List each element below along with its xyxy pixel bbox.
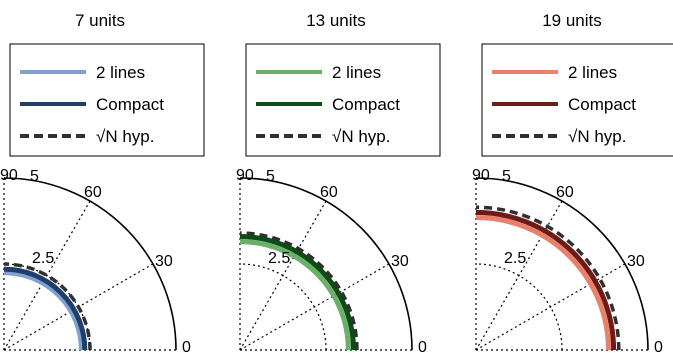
series-arc (3, 266, 88, 351)
grid-ray (239, 200, 327, 351)
panel-2: 13 units 2 lines Compact √N hyp. 0 30 60 90 2.5 5 (236, 11, 441, 356)
theta-tick-label: 90 (0, 167, 18, 184)
theta-tick-label: 60 (556, 184, 574, 201)
legend-label: Compact (568, 95, 636, 114)
series-arc (475, 209, 617, 351)
series-arc (3, 270, 84, 351)
grid-circle (475, 263, 563, 351)
panel-title: 19 units (542, 11, 602, 30)
legend-label: Compact (332, 95, 400, 114)
legend-label: √N hyp. (96, 127, 154, 146)
series-arc (239, 239, 351, 351)
theta-tick-label: 0 (654, 339, 663, 356)
theta-tick-label: 0 (418, 339, 427, 356)
legend-label: 2 lines (96, 63, 145, 82)
theta-tick-label: 30 (155, 253, 173, 270)
r-tick-label: 5 (30, 168, 39, 185)
theta-tick-label: 60 (320, 184, 338, 201)
legend-label: 2 lines (568, 63, 617, 82)
grid-ray (475, 263, 626, 351)
r-tick-label: 2.5 (32, 250, 54, 267)
legend: 2 lines Compact √N hyp. (9, 43, 205, 157)
panel-3: 19 units 2 lines Compact √N hyp. 0 30 60 90 2.5 5 (472, 11, 673, 356)
legend: 2 lines Compact √N hyp. (245, 43, 441, 157)
r-tick-label: 5 (266, 168, 275, 185)
r-tick-label: 2.5 (504, 250, 526, 267)
outer-arc (3, 177, 177, 351)
series-arc (239, 231, 359, 351)
series-arc (239, 233, 357, 351)
grid-ray (3, 200, 91, 351)
polar-plot: 0 30 60 90 2.5 5 (236, 167, 427, 356)
series-arc (3, 262, 92, 351)
theta-tick-label: 30 (391, 253, 409, 270)
theta-tick-label: 60 (84, 184, 102, 201)
panel-title: 7 units (75, 11, 125, 30)
legend-label: Compact (96, 95, 164, 114)
theta-tick-label: 90 (472, 167, 490, 184)
legend-label: √N hyp. (332, 127, 390, 146)
theta-tick-label: 30 (627, 253, 645, 270)
theta-tick-label: 90 (236, 167, 254, 184)
series-arc (475, 215, 611, 351)
grid-circle (239, 263, 327, 351)
polar-plot: 0 30 60 90 2.5 5 (472, 167, 663, 356)
legend-label: √N hyp. (568, 127, 626, 146)
r-tick-label: 2.5 (268, 250, 290, 267)
r-tick-label: 5 (502, 168, 511, 185)
panel-1: 7 units 2 lines Compact √N hyp. 0 30 60 90 2.5 5 (0, 11, 205, 356)
theta-tick-label: 0 (182, 339, 191, 356)
panel-title: 13 units (306, 11, 366, 30)
outer-arc (239, 177, 413, 351)
legend-label: 2 lines (332, 63, 381, 82)
grid-ray (475, 200, 563, 351)
series-arc (475, 205, 621, 351)
polar-plot: 0 30 60 90 2.5 5 (0, 167, 191, 356)
outer-arc (475, 177, 649, 351)
grid-ray (239, 263, 390, 351)
legend: 2 lines Compact √N hyp. (481, 43, 673, 157)
